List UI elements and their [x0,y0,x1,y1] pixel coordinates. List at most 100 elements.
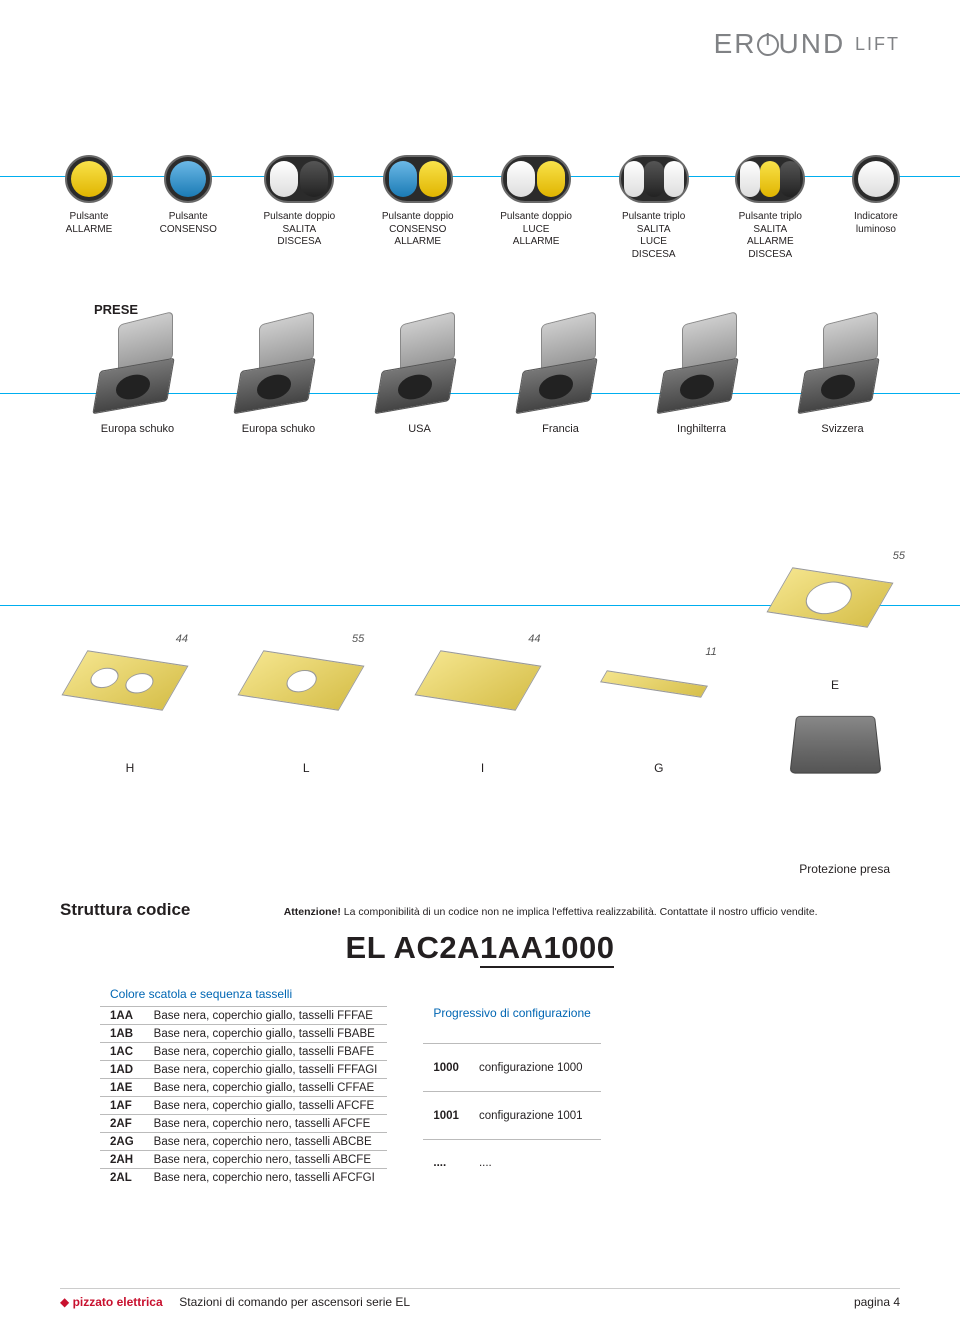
plate-graphic: 55 [236,638,376,713]
footer-brand-sub: elettrica [117,1295,163,1309]
label-line: ALLARME [735,236,805,249]
button-graphic-triple [619,155,689,203]
socket-graphic [795,330,890,415]
footer-brand: pizzato [73,1295,114,1309]
tables-row: Colore scatola e sequenza tasselli 1AABa… [60,984,900,1186]
socket-graphic [90,330,185,415]
plate-item: 44 I [413,638,553,775]
label-line: Pulsante [160,211,217,224]
row-desc: Base nera, coperchio giallo, tasselli CF… [144,1079,388,1097]
dimension-label: 55 [893,550,905,562]
diamond-icon: ◆ [60,1295,69,1309]
label-line: SALITA [619,224,689,237]
row-code: 1AF [100,1097,144,1115]
row-code: 2AH [100,1151,144,1169]
table-row: 1AEBase nera, coperchio giallo, tasselli… [100,1079,387,1097]
plate-letter: H [60,761,200,775]
button-graphic-triple [735,155,805,203]
table-row: 1AFBase nera, coperchio giallo, tasselli… [100,1097,387,1115]
prese-label-text: USA [372,423,467,435]
plate-letter: L [236,761,376,775]
table-header: Colore scatola e sequenza tasselli [100,984,387,1007]
row-code: 2AL [100,1169,144,1187]
button-item: Indicatore luminoso [852,155,900,261]
dimension-label: 55 [352,633,364,645]
prese-item: Svizzera [795,330,890,435]
label-line: CONSENSO [160,224,217,237]
code-prefix: EL AC2A [346,930,480,965]
dimension-label: 44 [528,633,540,645]
label-line: CONSENSO [382,224,454,237]
row-desc: Base nera, coperchio nero, tasselli ABCF… [144,1151,388,1169]
plate-item: 11 G [589,638,729,775]
plate-letter: G [589,761,729,775]
row-code: 1AA [100,1007,144,1025]
label-line: LUCE [500,224,572,237]
row-desc: Base nera, coperchio giallo, tasselli FF… [144,1007,388,1025]
footer-left: ◆ pizzato elettrica Stazioni di comando … [60,1295,410,1309]
table-header: Progressivo di configurazione [423,984,600,1044]
prese-label-text: Inghilterra [654,423,749,435]
socket-graphic [654,330,749,415]
label-line: SALITA [735,224,805,237]
row-code: 2AG [100,1133,144,1151]
socket-graphic [372,330,467,415]
table-row: 2ALBase nera, coperchio nero, tasselli A… [100,1169,387,1187]
row-desc: Base nera, coperchio giallo, tasselli FF… [144,1061,388,1079]
label-line: DISCESA [735,249,805,262]
plate-graphic: 44 [60,638,200,713]
logo-post: UND [779,28,846,59]
label-line: LUCE [619,236,689,249]
button-graphic-indicator [852,155,900,203]
prese-item: Europa schuko [90,330,185,435]
row-code: 1AE [100,1079,144,1097]
prese-label-text: Europa schuko [231,423,326,435]
code-suffix: 1000 [543,930,614,968]
label-line: Pulsante triplo [619,211,689,224]
label-line: ALLARME [500,236,572,249]
table-row: 1000configurazione 1000 [423,1044,600,1092]
plate-item: 44 H [60,638,200,775]
prese-label-text: Francia [513,423,608,435]
table-row: 2AHBase nera, coperchio nero, tasselli A… [100,1151,387,1169]
brand-logo: ERUND LIFT [714,28,900,60]
table-row: 2AFBase nera, coperchio nero, tasselli A… [100,1115,387,1133]
table-row: 1ACBase nera, coperchio giallo, tasselli… [100,1043,387,1061]
button-graphic-double [383,155,453,203]
plate-item: 55 L [236,638,376,775]
row-desc: Base nera, coperchio giallo, tasselli FB… [144,1025,388,1043]
power-icon [757,34,779,56]
label-line: Pulsante triplo [735,211,805,224]
attenzione-body: La componibilità di un codice non ne imp… [341,906,818,918]
plate-graphic: 11 [589,638,729,713]
prese-label-text: Svizzera [795,423,890,435]
prese-row: Europa schuko Europa schuko USA Francia … [90,330,890,435]
button-item: Pulsante ALLARME [65,155,113,261]
button-item: Pulsante doppio CONSENSO ALLARME [382,155,454,261]
label-line: DISCESA [619,249,689,262]
socket-graphic [513,330,608,415]
button-item: Pulsante doppio LUCE ALLARME [500,155,572,261]
logo-suffix: LIFT [855,34,900,54]
label-line: SALITA [264,224,336,237]
table-row: 1AABase nera, coperchio giallo, tasselli… [100,1007,387,1025]
row-desc: .... [469,1139,601,1186]
row-desc: Base nera, coperchio nero, tasselli AFCF… [144,1115,388,1133]
label-line: Pulsante [65,211,113,224]
button-graphic-consenso [164,155,212,203]
row-code: 1AB [100,1025,144,1043]
label-line: Pulsante doppio [382,211,454,224]
prese-item: Francia [513,330,608,435]
row-code: 1AD [100,1061,144,1079]
plate-graphic: 55 [765,555,905,630]
row-desc: Base nera, coperchio giallo, tasselli AF… [144,1097,388,1115]
prese-label-text: Europa schuko [90,423,185,435]
struttura-title: Struttura codice [60,900,190,920]
row-desc: configurazione 1001 [469,1092,601,1140]
row-code: .... [423,1139,469,1186]
label-line: ALLARME [382,236,454,249]
button-item: Pulsante CONSENSO [160,155,217,261]
table-row: 1ADBase nera, coperchio giallo, tasselli… [100,1061,387,1079]
button-graphic-double [264,155,334,203]
row-code: 1000 [423,1044,469,1092]
